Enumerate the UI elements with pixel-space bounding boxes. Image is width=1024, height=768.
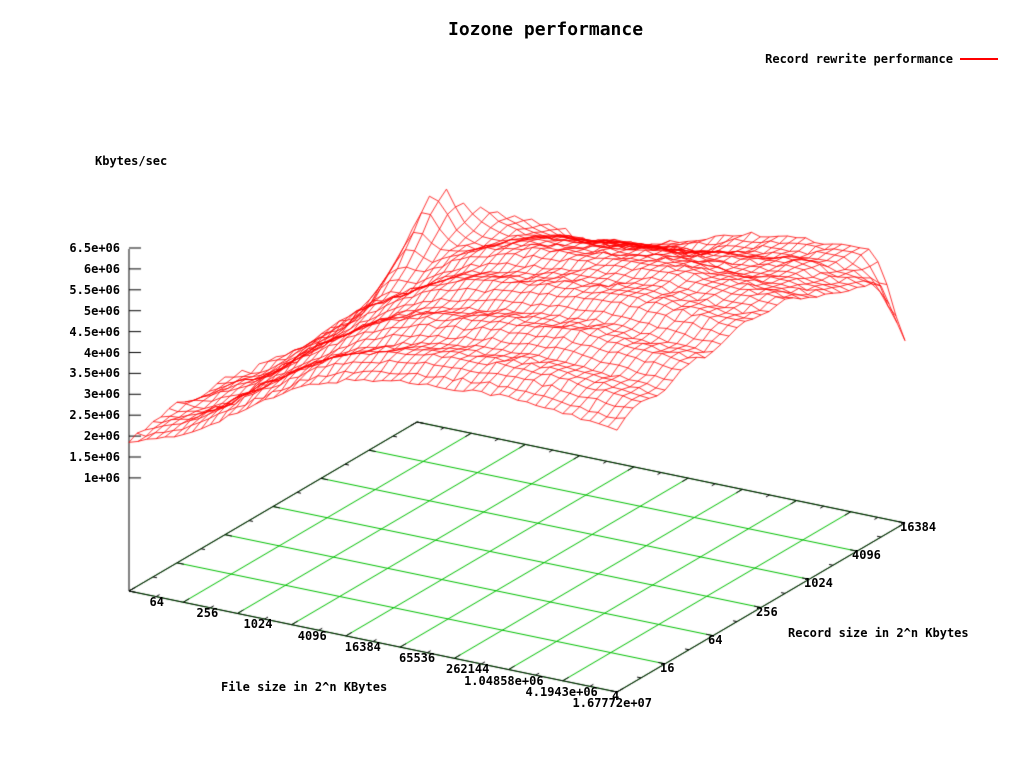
x-tick-label: 16384 (344, 639, 381, 654)
z-tick-label: 3e+06 (83, 387, 120, 402)
chart-title: Iozone performance (448, 19, 644, 40)
x-tick-label: 262144 (445, 662, 490, 677)
x-tick-label: 256 (196, 606, 219, 621)
y-tick-label: 256 (756, 604, 778, 619)
x-tick-label: 1.67772e+07 (572, 696, 652, 710)
z-tick-label: 2e+06 (83, 429, 120, 444)
y-tick-label: 16384 (900, 520, 937, 534)
z-tick-label: 1e+06 (83, 470, 120, 485)
x-tick-label: 1024 (243, 617, 273, 632)
z-tick-label: 4.5e+06 (69, 324, 120, 339)
z-tick-label: 6e+06 (83, 261, 120, 276)
x-tick-label: 4096 (297, 628, 327, 643)
y-tick-label: 4 (612, 689, 620, 703)
x-tick-label: 4.1943e+06 (525, 684, 598, 699)
z-tick-label: 4e+06 (83, 345, 120, 360)
z-tick-label: 3.5e+06 (69, 366, 120, 381)
z-tick-label: 5e+06 (83, 303, 120, 318)
z-tick-label: 1.5e+06 (69, 450, 120, 464)
x-tick-label: 1.04858e+06 (464, 673, 544, 688)
z-tick-label: 2.5e+06 (69, 408, 120, 423)
z-axis-title: Kbytes/sec (95, 154, 168, 168)
y-tick-label: 16 (660, 660, 675, 675)
z-tick-label: 6.5e+06 (69, 241, 120, 255)
x-tick-label: 65536 (399, 651, 436, 666)
y-axis-title: Record size in 2^n Kbytes (788, 626, 969, 640)
legend-line (960, 58, 998, 60)
y-tick-label: 64 (708, 632, 723, 647)
z-tick-label: 5.5e+06 (69, 282, 120, 297)
y-tick-label: 4096 (852, 548, 881, 563)
legend-label: Record rewrite performance (765, 52, 953, 66)
y-tick-label: 1024 (804, 576, 833, 591)
x-axis-title: File size in 2^n KBytes (221, 680, 388, 694)
x-tick-label: 64 (149, 595, 164, 609)
